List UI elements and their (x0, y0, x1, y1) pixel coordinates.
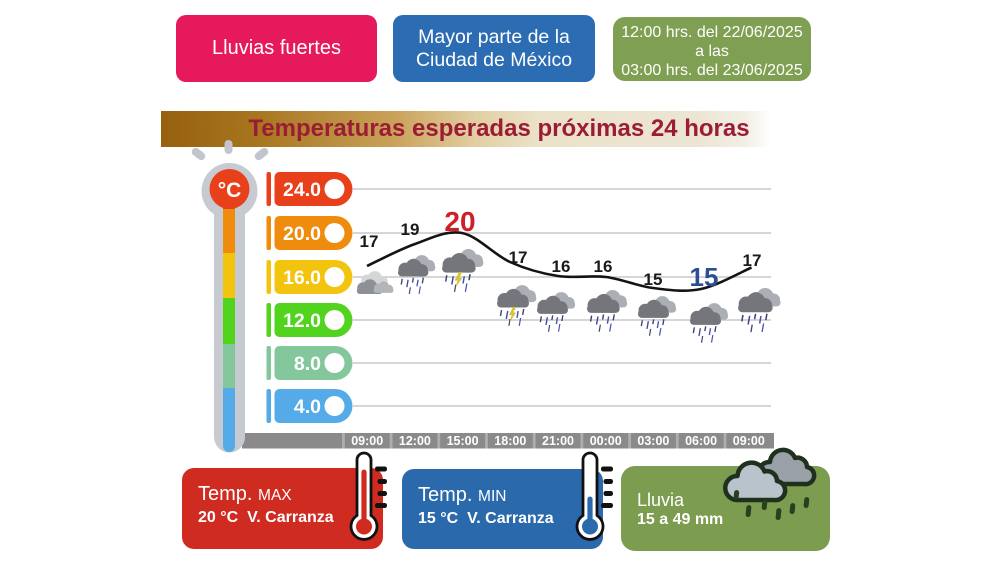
svg-text:16: 16 (594, 257, 613, 276)
svg-text:17: 17 (360, 232, 379, 251)
svg-text:00:00: 00:00 (590, 434, 622, 448)
svg-text:15:00: 15:00 (447, 434, 479, 448)
svg-text:17: 17 (509, 248, 528, 267)
svg-text:09:00: 09:00 (733, 434, 765, 448)
svg-text:12.0: 12.0 (283, 310, 321, 332)
svg-text:4.0: 4.0 (294, 396, 321, 418)
svg-text:15: 15 (644, 270, 663, 289)
svg-text:20.0: 20.0 (283, 223, 321, 245)
svg-text:12:00: 12:00 (399, 434, 431, 448)
svg-text:15: 15 (690, 262, 719, 292)
svg-text:06:00: 06:00 (685, 434, 717, 448)
svg-text:09:00: 09:00 (351, 434, 383, 448)
svg-text:17: 17 (743, 251, 762, 270)
svg-text:18:00: 18:00 (494, 434, 526, 448)
svg-text:16.0: 16.0 (283, 267, 321, 289)
svg-text:03:00: 03:00 (637, 434, 669, 448)
svg-text:19: 19 (401, 220, 420, 239)
svg-text:8.0: 8.0 (294, 353, 321, 375)
svg-text:20: 20 (444, 206, 475, 237)
svg-text:16: 16 (552, 257, 571, 276)
svg-text:°C: °C (218, 179, 242, 202)
svg-text:21:00: 21:00 (542, 434, 574, 448)
svg-text:24.0: 24.0 (283, 179, 321, 201)
